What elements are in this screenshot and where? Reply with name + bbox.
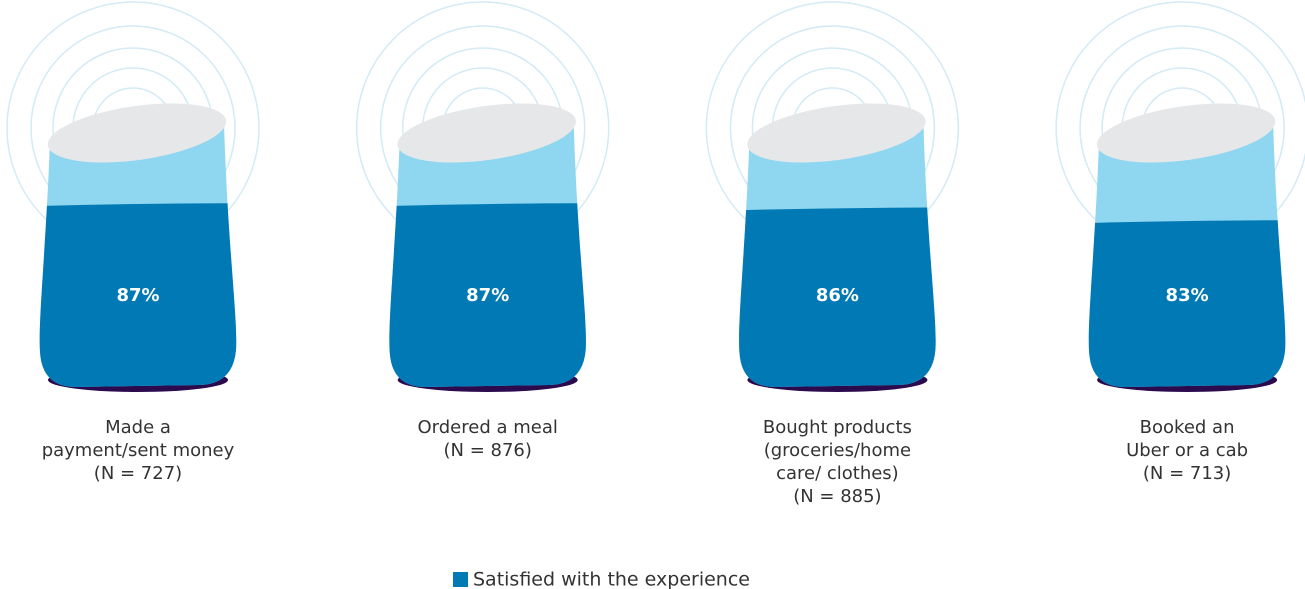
category-label: Ordered a meal [418,417,558,438]
bar [39,203,237,387]
category-label: (N = 876) [443,440,531,461]
value-label: 86% [816,285,859,306]
category-label: Booked an [1140,417,1235,438]
category-label: (N = 885) [793,486,881,507]
value-label: 87% [116,285,159,306]
bar [739,207,936,387]
category-label: payment/sent money [42,440,235,461]
speaker-top [397,103,576,163]
category-label: Uber or a cab [1126,440,1248,461]
category-label: (N = 727) [94,463,182,484]
legend-label: Satisfied with the experience [473,569,750,589]
category-label: (N = 713) [1143,463,1231,484]
value-label: 87% [466,285,509,306]
category-label: Made a [105,417,171,438]
category-label: (groceries/home [764,440,911,461]
speaker-top [1096,103,1276,163]
speaker: 87% Ordered a meal(N = 876) [355,1,610,461]
speaker-top [747,103,926,163]
bar [389,203,586,387]
bar [1088,220,1286,387]
value-label: 83% [1166,285,1209,306]
speaker-top [47,103,227,163]
category-label: Bought products [763,417,912,438]
legend-swatch [453,572,468,587]
category-label: care/ clothes) [776,463,899,484]
